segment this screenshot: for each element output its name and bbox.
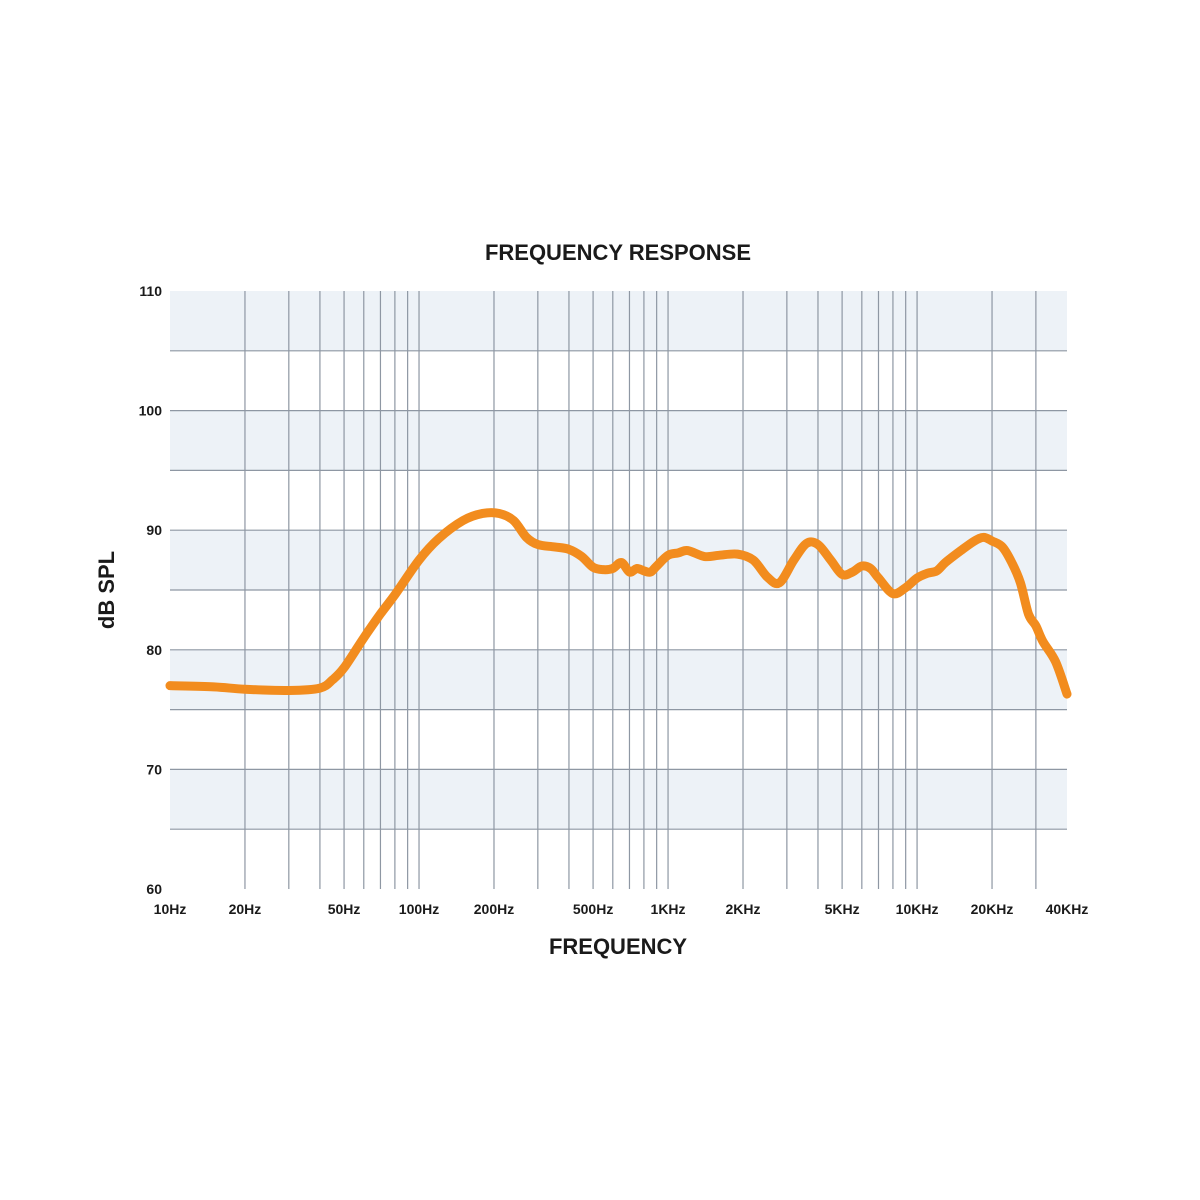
x-axis-title: FREQUENCY (549, 934, 687, 959)
x-tick-label: 20Hz (229, 901, 262, 917)
y-tick-labels: 60 70 80 90 100 110 (139, 283, 163, 897)
chart-title: FREQUENCY RESPONSE (485, 240, 751, 265)
x-tick-label: 1KHz (651, 901, 686, 917)
x-tick-label: 100Hz (399, 901, 439, 917)
background-band (170, 410, 1067, 471)
x-tick-labels: 10Hz 20Hz 50Hz 100Hz 200Hz 500Hz 1KHz 2KHz 5KHz 1… (154, 901, 1089, 917)
x-tick-label: 10Hz (154, 901, 187, 917)
series-layer (165, 508, 1072, 699)
y-tick-label: 100 (139, 403, 163, 419)
background-band (170, 769, 1067, 830)
x-tick-label: 500Hz (573, 901, 613, 917)
x-tick-label: 40KHz (1046, 901, 1089, 917)
y-tick-label: 80 (146, 642, 162, 658)
y-tick-label: 60 (146, 881, 162, 897)
y-tick-label: 90 (146, 522, 162, 538)
series-line (165, 508, 1072, 699)
background-band (170, 291, 1067, 351)
x-tick-label: 10KHz (896, 901, 939, 917)
background-band (170, 649, 1067, 710)
x-tick-label: 5KHz (825, 901, 860, 917)
x-tick-label: 2KHz (726, 901, 761, 917)
y-tick-label: 70 (146, 761, 162, 777)
x-tick-label: 50Hz (328, 901, 361, 917)
y-tick-label: 110 (139, 283, 162, 299)
x-tick-label: 200Hz (474, 901, 514, 917)
y-axis-title: dB SPL (94, 551, 119, 629)
x-tick-label: 20KHz (971, 901, 1014, 917)
